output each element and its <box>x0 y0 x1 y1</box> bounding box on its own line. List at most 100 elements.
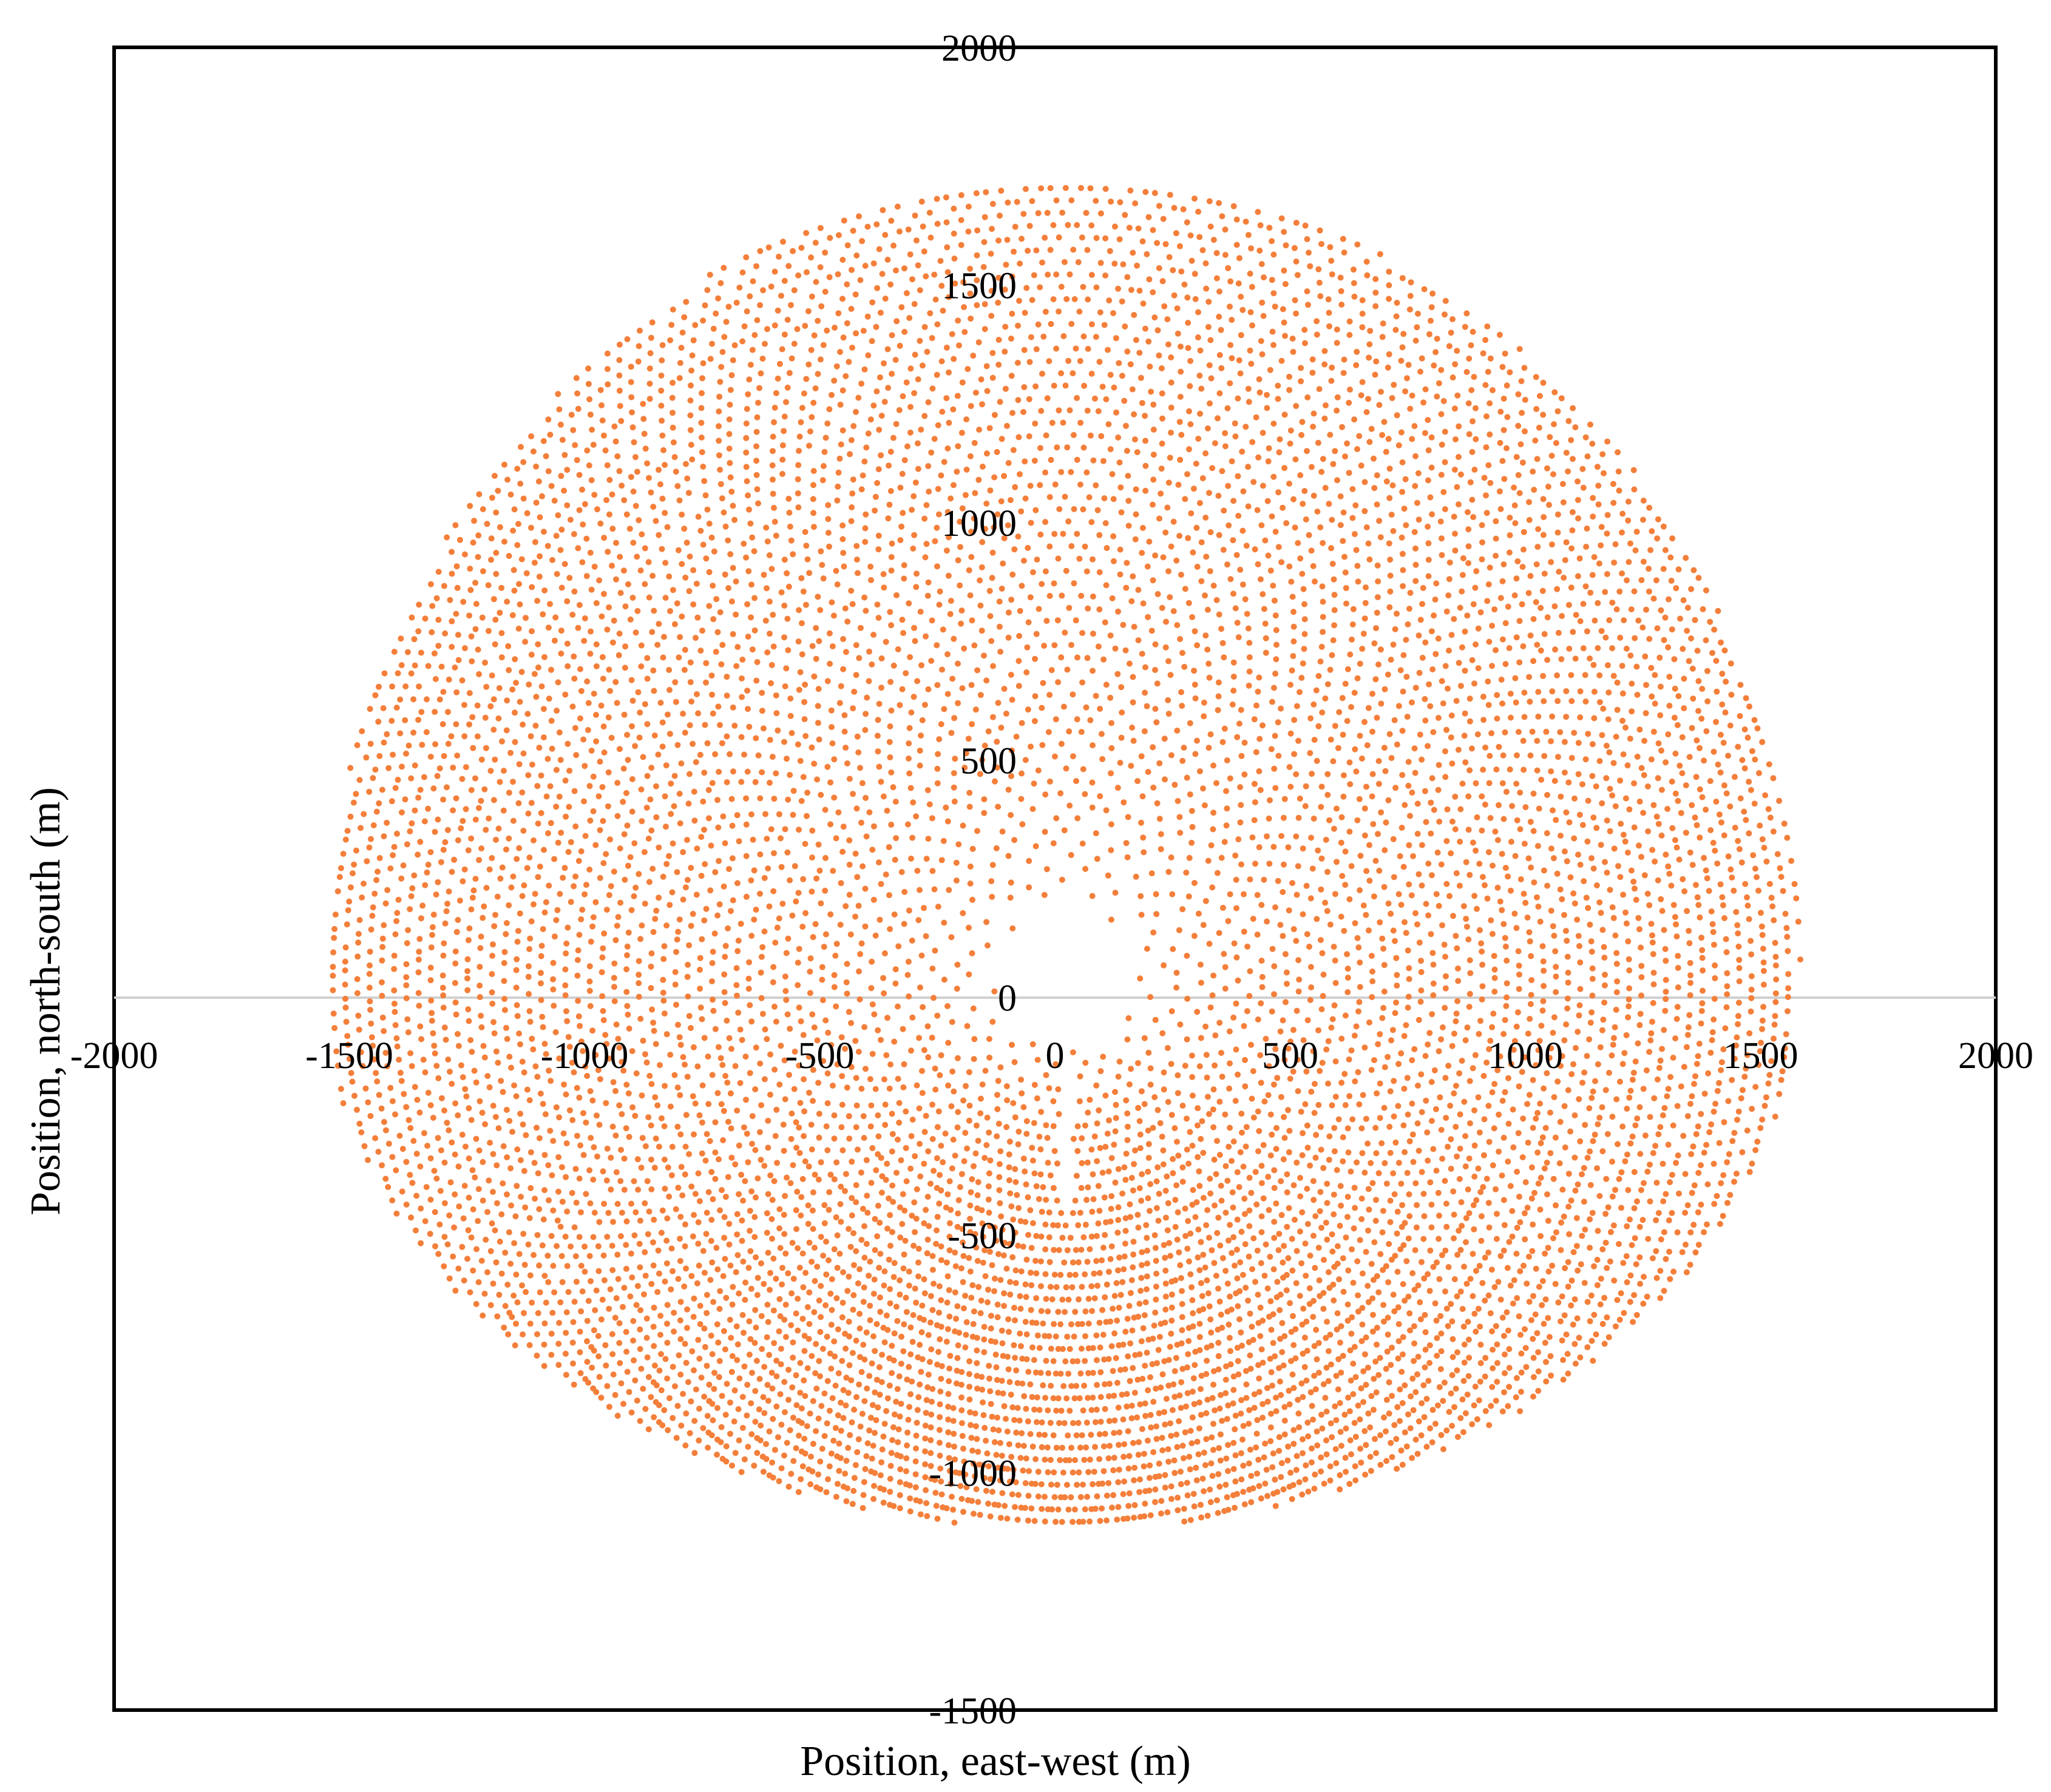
heliostat-point <box>1365 1283 1371 1289</box>
heliostat-point <box>677 820 683 827</box>
heliostat-point <box>1449 1043 1456 1049</box>
heliostat-point <box>1607 887 1613 893</box>
heliostat-point <box>1331 1191 1337 1198</box>
heliostat-point <box>1218 626 1224 632</box>
heliostat-point <box>1156 816 1163 822</box>
heliostat-point <box>1405 621 1411 627</box>
heliostat-point <box>1056 506 1063 512</box>
heliostat-point <box>1015 1128 1022 1135</box>
heliostat-point <box>799 1175 806 1182</box>
heliostat-point <box>946 1220 953 1226</box>
heliostat-point <box>1242 1057 1248 1063</box>
heliostat-point <box>899 1221 906 1227</box>
heliostat-point <box>1317 1124 1324 1131</box>
heliostat-point <box>991 1224 998 1231</box>
heliostat-point <box>884 808 890 814</box>
heliostat-point <box>1082 543 1088 550</box>
heliostat-point <box>1145 769 1151 775</box>
heliostat-point <box>1051 642 1058 649</box>
heliostat-point <box>1082 791 1088 797</box>
heliostat-point <box>711 548 717 555</box>
heliostat-point <box>955 700 961 706</box>
heliostat-point <box>681 1283 688 1290</box>
heliostat-point <box>1053 1370 1059 1377</box>
heliostat-point <box>562 992 569 999</box>
heliostat-point <box>1037 1171 1044 1178</box>
heliostat-point <box>1238 861 1244 868</box>
heliostat-point <box>1457 683 1464 689</box>
heliostat-point <box>1464 1024 1471 1031</box>
heliostat-point <box>1211 1260 1218 1266</box>
heliostat-point <box>815 720 821 726</box>
heliostat-point <box>804 1304 811 1310</box>
heliostat-point <box>587 651 594 657</box>
heliostat-point <box>699 1119 705 1126</box>
heliostat-point <box>1541 752 1548 759</box>
heliostat-point <box>935 485 941 492</box>
heliostat-point <box>786 509 793 516</box>
heliostat-point <box>1322 485 1329 491</box>
heliostat-point <box>1312 1265 1318 1271</box>
heliostat-point <box>888 567 895 574</box>
heliostat-point <box>875 1133 882 1140</box>
heliostat-point <box>969 1176 975 1183</box>
heliostat-point <box>526 946 533 952</box>
heliostat-point <box>696 1262 702 1269</box>
heliostat-point <box>1289 1267 1296 1274</box>
heliostat-point <box>1213 1273 1219 1279</box>
heliostat-point <box>758 995 765 1001</box>
heliostat-point <box>1028 1270 1034 1276</box>
heliostat-point <box>761 1280 767 1287</box>
heliostat-point <box>1123 1151 1130 1157</box>
heliostat-point <box>794 1188 801 1195</box>
heliostat-point <box>730 502 736 509</box>
heliostat-point <box>994 739 1000 745</box>
heliostat-point <box>886 1256 892 1263</box>
heliostat-point <box>1481 1116 1488 1123</box>
heliostat-point <box>908 855 914 862</box>
heliostat-point <box>1124 448 1130 454</box>
heliostat-point <box>1527 1001 1534 1007</box>
heliostat-point <box>806 1089 812 1096</box>
heliostat-point <box>517 1111 524 1117</box>
heliostat-point <box>807 969 813 975</box>
heliostat-point <box>1487 815 1494 821</box>
heliostat-point <box>899 686 906 692</box>
heliostat-point <box>929 1035 935 1041</box>
heliostat-point <box>972 706 979 713</box>
heliostat-point <box>1108 821 1114 828</box>
heliostat-point <box>690 911 696 917</box>
heliostat-point <box>762 811 768 817</box>
heliostat-point <box>808 1121 815 1128</box>
heliostat-point <box>996 1187 1003 1194</box>
heliostat-point <box>726 1220 733 1227</box>
heliostat-point <box>1534 641 1541 648</box>
heliostat-point <box>1273 641 1280 648</box>
heliostat-point <box>843 979 850 986</box>
heliostat-point <box>1449 818 1456 825</box>
heliostat-point <box>666 687 673 693</box>
heliostat-point <box>1050 1098 1057 1104</box>
heliostat-point <box>1140 600 1147 607</box>
heliostat-point <box>1489 623 1496 629</box>
heliostat-point <box>1464 612 1471 619</box>
heliostat-point <box>710 1299 717 1305</box>
heliostat-point <box>659 719 666 726</box>
heliostat-point <box>790 1339 796 1346</box>
heliostat-point <box>759 944 766 950</box>
heliostat-point <box>1168 752 1175 759</box>
heliostat-point <box>910 493 917 499</box>
heliostat-point <box>1404 1169 1411 1176</box>
heliostat-point <box>915 465 921 472</box>
heliostat-point <box>708 672 715 679</box>
heliostat-point <box>1151 1232 1158 1239</box>
heliostat-point <box>1516 618 1523 624</box>
heliostat-point <box>1244 1008 1250 1015</box>
heliostat-point <box>1110 533 1117 539</box>
heliostat-point <box>1543 728 1550 735</box>
heliostat-point <box>1562 928 1569 934</box>
heliostat-point <box>971 642 978 649</box>
heliostat-point <box>846 1362 853 1368</box>
heliostat-point <box>1280 1156 1287 1163</box>
heliostat-point <box>651 1217 657 1223</box>
